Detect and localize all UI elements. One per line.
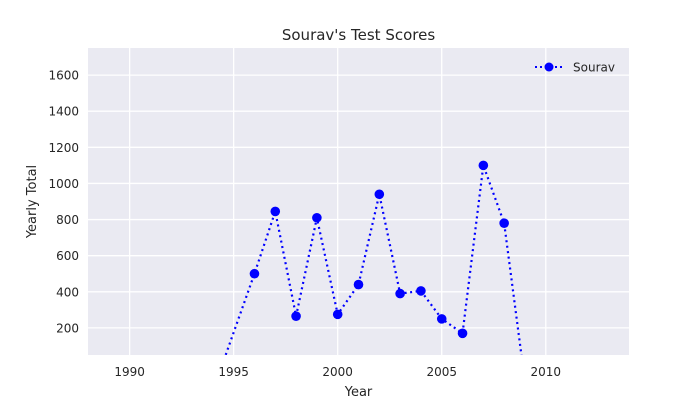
data-point — [249, 268, 260, 279]
chart-title: Sourav's Test Scores — [282, 26, 435, 44]
x-tick-label: 2005 — [426, 365, 457, 379]
x-tick-label: 1995 — [218, 365, 249, 379]
legend-marker-swatch — [544, 62, 554, 72]
y-tick-label: 1400 — [48, 105, 79, 119]
x-tick-label: 2010 — [530, 365, 561, 379]
series-line — [224, 165, 523, 355]
plot-area — [88, 48, 629, 355]
y-tick-label: 400 — [56, 285, 79, 299]
y-tick-label: 200 — [56, 321, 79, 335]
legend: Sourav — [535, 61, 615, 75]
y-tick-label: 1600 — [48, 69, 79, 83]
x-tick-label: 2000 — [322, 365, 353, 379]
data-point — [312, 212, 322, 223]
data-point — [520, 377, 530, 387]
y-tick-label: 600 — [56, 249, 79, 263]
y-tick-label: 800 — [56, 213, 79, 227]
x-axis: 1990 1995 2000 2005 2010 — [114, 365, 561, 379]
data-point — [291, 311, 301, 321]
grid — [88, 48, 629, 355]
data-point — [395, 288, 405, 299]
data-point — [499, 218, 509, 228]
data-point — [353, 279, 364, 290]
y-axis-title: Yearly Total — [25, 165, 40, 239]
data-point — [208, 386, 218, 396]
data-point — [436, 314, 447, 324]
data-point — [374, 189, 385, 200]
y-tick-label: 1200 — [48, 141, 79, 155]
series-layer — [208, 160, 530, 396]
data-point — [332, 309, 343, 320]
legend-label: Sourav — [573, 61, 615, 75]
y-tick-label: 1000 — [48, 177, 79, 191]
x-axis-title: Year — [344, 385, 373, 400]
data-point — [457, 328, 468, 339]
y-axis: 200 400 600 800 1000 1200 1400 1600 — [48, 69, 79, 336]
data-point — [270, 206, 281, 217]
x-tick-label: 1990 — [114, 365, 145, 379]
data-point — [416, 286, 426, 296]
data-point — [478, 160, 489, 171]
